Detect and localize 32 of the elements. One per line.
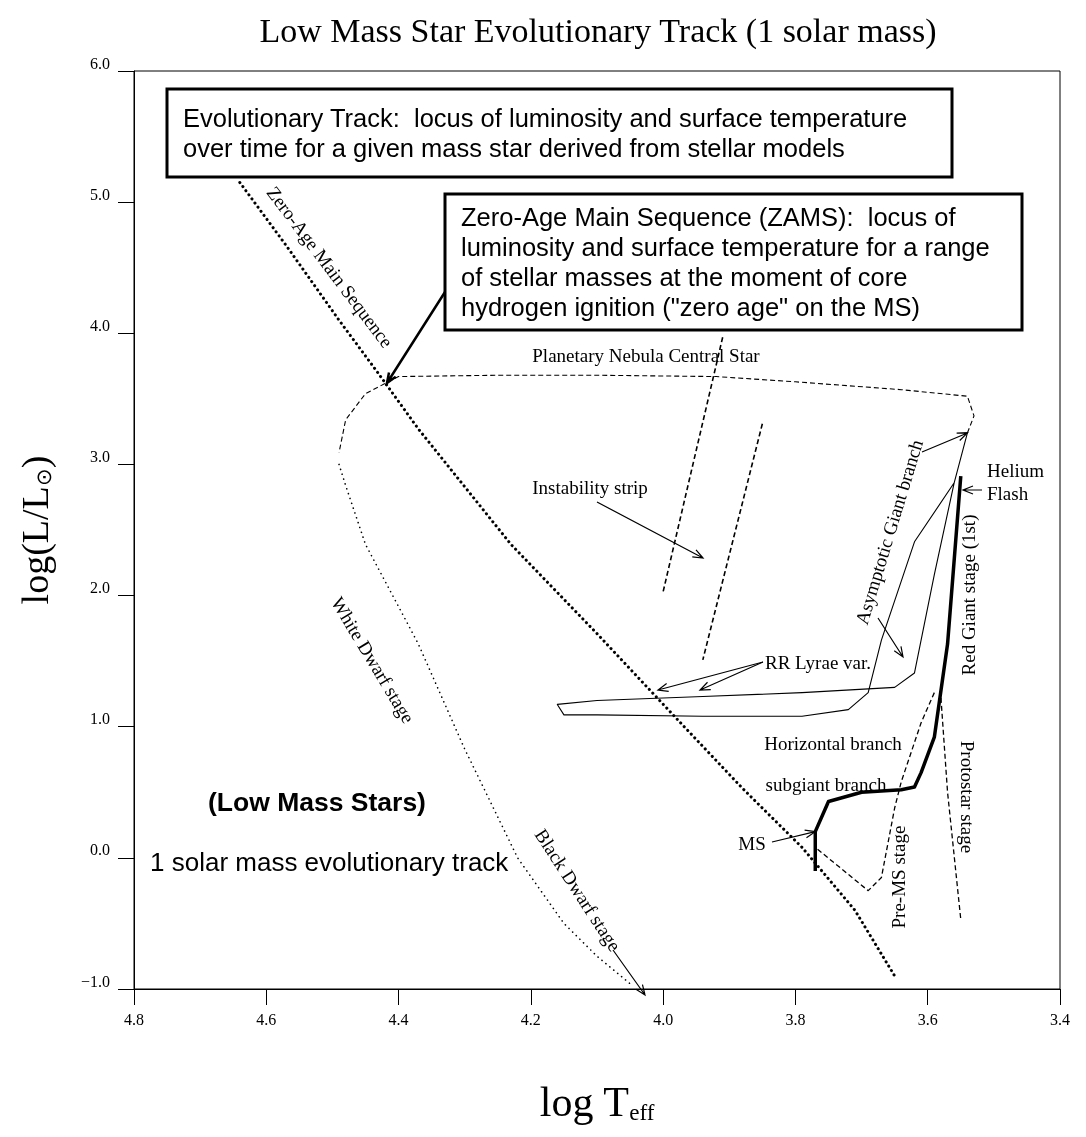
annotation: Planetary Nebula Central Star [532, 344, 761, 366]
y-tick-label: 1.0 [90, 710, 110, 728]
y-tick-label: 6.0 [90, 54, 110, 72]
annotation: Protostar stage [956, 740, 978, 854]
y-tick-label: 4.0 [90, 316, 110, 334]
y-tick-label: 0.0 [90, 841, 110, 859]
x-tick-label: 4.8 [124, 1010, 144, 1028]
annotation: (Low Mass Stars) [208, 787, 426, 817]
x-tick-label: 3.8 [785, 1010, 806, 1028]
x-tick-label: 4.2 [520, 1010, 541, 1028]
annotation: Instability strip [532, 476, 648, 498]
x-tick-label: 4.0 [653, 1010, 674, 1028]
annotation: Red Giant stage (1st) [957, 514, 980, 676]
y-tick-label: 2.0 [90, 579, 110, 597]
annotation: Pre-MS stage [887, 825, 909, 929]
annotation: MS [738, 832, 766, 854]
x-tick-label: 4.6 [256, 1010, 277, 1028]
y-tick-label: 5.0 [90, 185, 110, 203]
annotation: Zero-Age Main Sequence (ZAMS): locus of luminosity and surface temperature for a range of stellar masses at the moment of core hydrogen ignition ("zero age" on the MS) [461, 203, 997, 321]
x-tick-label: 3.4 [1050, 1010, 1070, 1028]
annotation: Helium Flash [987, 460, 1049, 504]
annotation: Horizontal branch [764, 732, 903, 754]
chart-title: Low Mass Star Evolutionary Track (1 solar mass) [259, 11, 937, 50]
x-axis-title: log Teff [539, 1079, 655, 1125]
annotation: RR Lyrae var. [764, 651, 872, 673]
annotation: Evolutionary Track: locus of luminosity and surface temperature over time for a given mass star derived from stellar models [183, 104, 915, 162]
y-tick-label: 3.0 [90, 447, 110, 465]
y-axis-title: log(L/L⊙) [14, 455, 57, 605]
annotation: 1 solar mass evolutionary track [150, 847, 510, 877]
x-tick-label: 3.6 [917, 1010, 938, 1028]
y-tick-label: −1.0 [80, 972, 110, 990]
x-tick-label: 4.4 [388, 1010, 409, 1028]
